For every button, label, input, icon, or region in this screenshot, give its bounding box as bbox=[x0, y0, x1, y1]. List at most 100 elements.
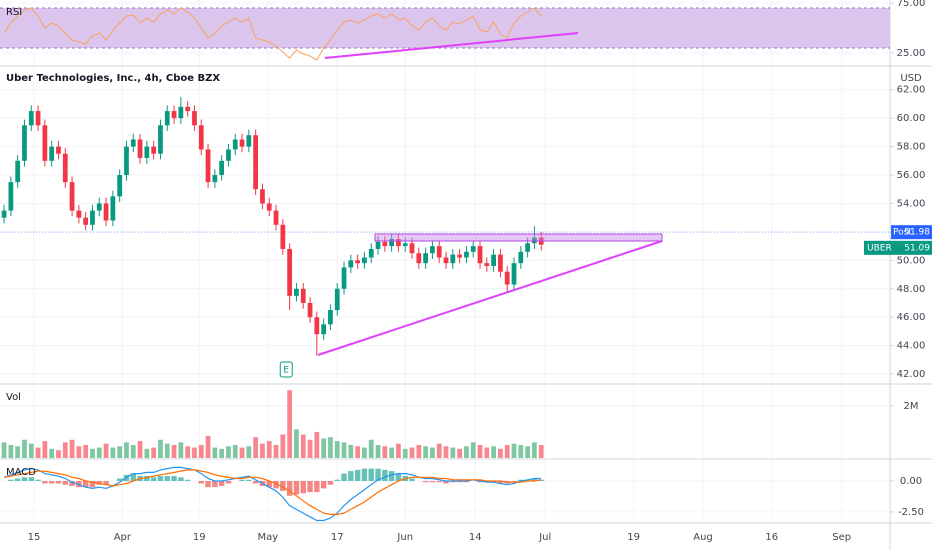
candle-body bbox=[341, 267, 347, 289]
macd-histogram-bar bbox=[334, 479, 340, 481]
candle-body bbox=[484, 263, 490, 267]
volume-bar bbox=[402, 448, 408, 458]
candle-body bbox=[1, 210, 7, 218]
volume-bar bbox=[525, 446, 530, 458]
macd-histogram-bar bbox=[28, 477, 34, 481]
last-badge-label: UBER bbox=[867, 243, 892, 253]
macd-histogram-bar bbox=[280, 481, 286, 491]
macd-histogram-bar bbox=[382, 469, 388, 481]
candle-body bbox=[171, 111, 177, 119]
post-badge bbox=[891, 225, 932, 240]
candle-body bbox=[294, 288, 299, 296]
last-badge bbox=[864, 240, 932, 255]
y-tick-label: 75.00 bbox=[897, 0, 926, 9]
rsi-trendline bbox=[324, 32, 579, 59]
macd-histogram-bar bbox=[198, 481, 204, 484]
macd-histogram-bar bbox=[164, 476, 170, 481]
candle-body bbox=[158, 125, 163, 154]
macd-histogram-bar bbox=[252, 481, 259, 484]
macd-histogram-bar bbox=[8, 479, 14, 481]
y-tick-label: 62.00 bbox=[897, 85, 926, 96]
volume-bar bbox=[192, 447, 197, 458]
volume-bar bbox=[22, 439, 27, 458]
volume-bar bbox=[538, 444, 544, 458]
volume-bar bbox=[8, 444, 14, 458]
volume-bar bbox=[491, 446, 496, 458]
volume-bar bbox=[205, 435, 211, 458]
volume-bar bbox=[321, 438, 327, 458]
macd-histogram-bar bbox=[212, 481, 218, 488]
candle-body bbox=[232, 139, 238, 150]
volume-bar bbox=[42, 441, 48, 458]
macd-histogram-bar bbox=[348, 471, 354, 481]
candle-body bbox=[328, 310, 333, 325]
candle-body bbox=[436, 246, 442, 258]
y-tick-label: 2M bbox=[904, 401, 919, 412]
y-tick-label: 58.00 bbox=[897, 142, 926, 153]
macd-histogram-bar bbox=[422, 481, 429, 483]
y-tick-label: 50.00 bbox=[897, 255, 926, 266]
volume-bar bbox=[266, 441, 272, 458]
candle-body bbox=[321, 324, 327, 335]
volume-bar bbox=[219, 448, 225, 458]
volume-bar bbox=[49, 448, 55, 458]
candle-body bbox=[76, 210, 82, 218]
x-tick-label: Aug bbox=[693, 532, 713, 543]
volume-bar bbox=[368, 439, 374, 458]
volume-bar bbox=[532, 442, 537, 458]
y-tick-label: 60.00 bbox=[897, 113, 926, 124]
volume-bar bbox=[396, 443, 401, 458]
volume-bar bbox=[280, 434, 286, 458]
macd-histogram-bar bbox=[130, 473, 136, 481]
volume-bar bbox=[328, 437, 333, 458]
candle-body bbox=[178, 106, 184, 119]
x-tick-label: 17 bbox=[331, 532, 344, 543]
volume-bar bbox=[164, 443, 170, 458]
macd-histogram-bar bbox=[341, 473, 347, 481]
rsi-title: RSI bbox=[6, 7, 22, 18]
macd-histogram-bar bbox=[375, 468, 381, 481]
macd-histogram-bar bbox=[266, 481, 272, 488]
volume-bar bbox=[504, 444, 510, 458]
macd-histogram-bar bbox=[307, 481, 313, 493]
macd-histogram-bar bbox=[409, 478, 415, 481]
candle-body bbox=[300, 288, 306, 303]
volume-bar bbox=[287, 390, 293, 458]
candle-body bbox=[110, 196, 116, 221]
candle-body bbox=[49, 146, 55, 161]
volume-bar bbox=[178, 442, 184, 458]
volume-bar bbox=[124, 442, 129, 458]
volume-bar bbox=[382, 446, 388, 458]
volume-bar bbox=[294, 429, 299, 458]
macd-histogram-bar bbox=[450, 481, 456, 483]
volume-bar bbox=[226, 446, 231, 458]
post-badge-price: 51.98 bbox=[904, 228, 930, 238]
macd-histogram-bar bbox=[293, 481, 300, 495]
volume-bar bbox=[314, 431, 320, 458]
volume-bar bbox=[83, 444, 89, 458]
macd-histogram-bar bbox=[361, 468, 368, 481]
macd-histogram-bar bbox=[314, 481, 320, 493]
volume-bar bbox=[470, 442, 476, 458]
volume-bar bbox=[246, 446, 252, 458]
candle-body bbox=[430, 246, 435, 254]
macd-histogram-bar bbox=[178, 477, 184, 481]
macd-histogram-bar bbox=[273, 481, 279, 489]
macd-title: MACD bbox=[6, 467, 36, 478]
volume-bar bbox=[158, 439, 163, 458]
volume-title: Vol bbox=[6, 392, 21, 403]
candle-body bbox=[498, 254, 503, 272]
candle-body bbox=[457, 254, 462, 258]
volume-bar bbox=[212, 447, 218, 458]
earnings-label: E bbox=[283, 366, 289, 376]
candle-body bbox=[511, 263, 517, 285]
macd-histogram-bar bbox=[354, 469, 361, 481]
volume-bar bbox=[137, 441, 143, 458]
volume-bar bbox=[355, 446, 361, 458]
x-tick-label: May bbox=[258, 532, 279, 543]
candle-body bbox=[334, 288, 340, 311]
macd-histogram-bar bbox=[157, 476, 164, 481]
volume-bar bbox=[416, 444, 422, 458]
volume-bar bbox=[103, 443, 109, 458]
macd-histogram-bar bbox=[89, 481, 96, 488]
